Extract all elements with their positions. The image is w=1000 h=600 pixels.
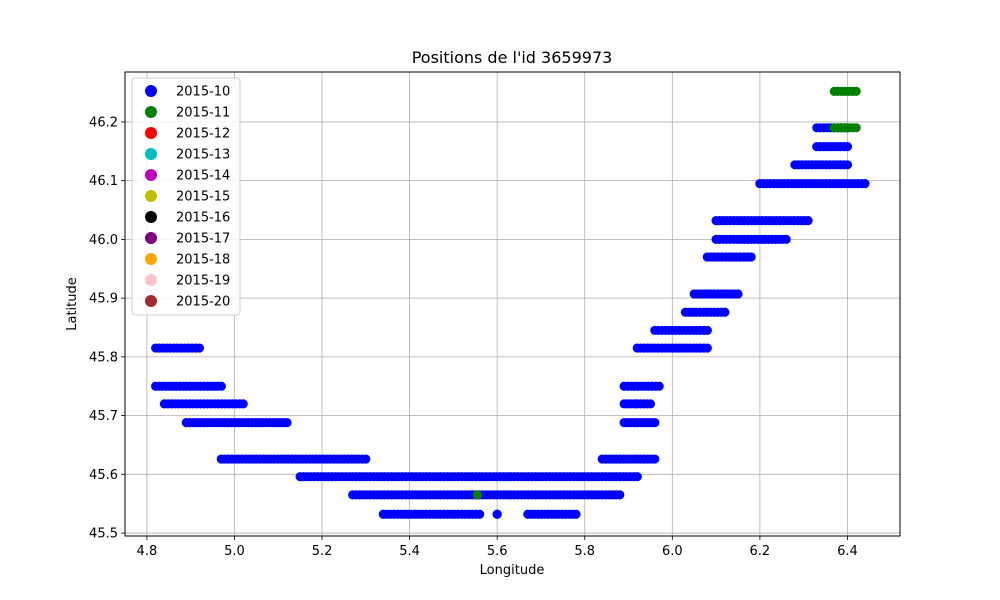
legend-label: 2015-10 xyxy=(176,85,230,100)
x-tick-label: 5.0 xyxy=(224,544,245,559)
legend-frame xyxy=(131,77,241,316)
data-point xyxy=(851,86,861,96)
plot-frame xyxy=(124,71,901,537)
data-point xyxy=(361,454,371,464)
data-point xyxy=(216,381,226,391)
y-tick-label: 45.6 xyxy=(89,468,118,483)
x-tick-label: 6.2 xyxy=(750,544,771,559)
legend-marker xyxy=(145,106,157,118)
legend-marker xyxy=(145,169,157,181)
data-point xyxy=(645,399,656,409)
legend-marker xyxy=(145,190,157,202)
legend-label: 2015-16 xyxy=(176,211,230,226)
data-point xyxy=(842,141,853,152)
legend-label: 2015-15 xyxy=(176,190,230,205)
data-points xyxy=(151,86,870,519)
y-tick-label: 46.0 xyxy=(89,233,118,248)
legend-marker xyxy=(145,274,157,286)
legend-marker xyxy=(145,211,157,223)
data-point xyxy=(851,123,861,133)
x-tick-label: 6.0 xyxy=(662,544,683,559)
data-point xyxy=(781,234,791,244)
chart-title: Positions de l'id 3659973 xyxy=(412,48,613,67)
data-point xyxy=(702,325,712,336)
legend-label: 2015-18 xyxy=(176,253,230,268)
legend-label: 2015-17 xyxy=(176,232,230,247)
data-point xyxy=(733,289,743,299)
legend-marker xyxy=(145,148,157,160)
data-point xyxy=(615,490,625,500)
legend-marker xyxy=(145,127,157,139)
data-point xyxy=(475,509,485,519)
x-tick-label: 5.4 xyxy=(399,544,420,559)
legend-label: 2015-19 xyxy=(176,274,230,289)
data-point xyxy=(654,381,664,391)
legend-marker xyxy=(145,295,157,307)
data-point xyxy=(720,307,730,317)
legend-label: 2015-20 xyxy=(176,295,230,310)
data-point xyxy=(650,454,660,464)
legend-label: 2015-12 xyxy=(176,127,230,142)
x-tick-label: 5.2 xyxy=(312,544,333,559)
legend-label: 2015-11 xyxy=(176,106,230,121)
legend-label: 2015-13 xyxy=(176,148,230,163)
y-tick-label: 45.9 xyxy=(89,292,118,307)
y-tick-label: 45.7 xyxy=(89,409,118,424)
data-point xyxy=(632,472,642,482)
series-2015-11 xyxy=(472,86,861,500)
y-axis-label: Latitude xyxy=(65,277,80,331)
legend-marker xyxy=(145,253,157,265)
legend-label: 2015-14 xyxy=(176,169,230,184)
legend: 2015-10 2015-11 2015-12 2015-13 2015-14 2015-… xyxy=(131,77,241,316)
data-point xyxy=(746,252,756,262)
legend-marker xyxy=(145,85,157,97)
data-point xyxy=(702,343,712,353)
x-tick-label: 4.8 xyxy=(137,544,158,559)
data-point xyxy=(492,509,502,519)
x-tick-label: 6.4 xyxy=(837,544,858,559)
data-point xyxy=(238,399,248,409)
data-point xyxy=(571,509,581,519)
x-tick-label: 5.6 xyxy=(487,544,508,559)
y-tick-label: 45.8 xyxy=(89,350,118,365)
x-tick-label: 5.8 xyxy=(574,544,595,559)
data-point xyxy=(803,215,813,226)
data-point xyxy=(282,418,292,428)
data-point xyxy=(842,160,853,170)
x-axis-label: Longitude xyxy=(480,563,545,578)
data-point xyxy=(472,490,483,500)
y-tick-label: 46.1 xyxy=(89,174,118,189)
data-point xyxy=(650,418,660,428)
data-point xyxy=(860,178,870,189)
x-axis-ticks: 4.8 5.0 5.2 5.4 5.6 5.8 6.0 6.2 6.4 xyxy=(137,536,858,559)
y-axis-ticks: 45.5 45.6 45.7 45.8 45.9 46.0 46.1 46.2 xyxy=(89,115,125,542)
y-tick-label: 46.2 xyxy=(89,115,118,130)
legend-marker xyxy=(145,232,157,244)
data-point xyxy=(194,343,205,353)
y-tick-label: 45.5 xyxy=(89,527,118,542)
